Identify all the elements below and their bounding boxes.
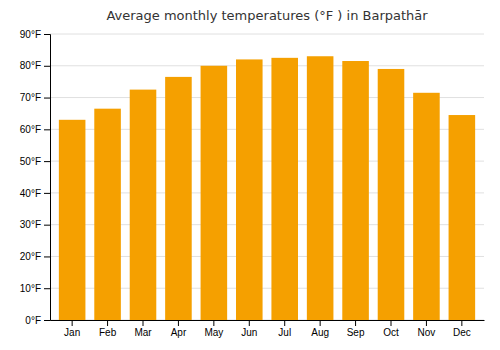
bar — [201, 66, 228, 320]
bar — [94, 109, 121, 320]
tick-label: 20°F — [20, 251, 41, 262]
tick-label: Feb — [99, 327, 117, 338]
tick: Jun — [241, 320, 257, 338]
tick-mark — [391, 320, 392, 326]
tick: 70°F — [20, 92, 50, 103]
tick-mark — [44, 34, 50, 35]
x-axis: Jan Feb Mar Apr May Jun Jul Aug Sep Oct Nov Dec — [51, 320, 485, 338]
chart-container: 0°F 10°F 20°F 30°F 40°F 50°F 60°F 70°F 80°F 90°F J… — [0, 0, 500, 350]
tick-label: Dec — [453, 327, 471, 338]
tick-mark — [461, 320, 462, 326]
tick-label: 50°F — [20, 156, 41, 167]
tick: 90°F — [20, 29, 50, 40]
bar — [59, 120, 86, 320]
tick-mark — [72, 320, 73, 326]
tick: 20°F — [20, 251, 50, 262]
tick-mark — [44, 66, 50, 67]
tick-mark — [213, 320, 214, 326]
tick: Nov — [418, 320, 436, 338]
bar — [378, 69, 405, 320]
tick-mark — [44, 256, 50, 257]
tick-mark — [355, 320, 356, 326]
tick: Sep — [347, 320, 365, 338]
bar — [449, 115, 476, 320]
grid — [50, 34, 484, 320]
tick: 40°F — [20, 188, 50, 199]
tick-label: Sep — [347, 327, 365, 338]
grid-line — [50, 34, 484, 35]
tick: Oct — [383, 320, 399, 338]
tick-mark — [249, 320, 250, 326]
tick-mark — [284, 320, 285, 326]
tick-label: 40°F — [20, 188, 41, 199]
tick: 60°F — [20, 124, 50, 135]
tick-label: 30°F — [20, 219, 41, 230]
tick-label: Oct — [383, 327, 399, 338]
tick-label: Nov — [418, 327, 436, 338]
tick: Mar — [134, 320, 152, 338]
tick: Feb — [99, 320, 117, 338]
tick-label: Aug — [311, 327, 329, 338]
tick: Aug — [311, 320, 329, 338]
tick-label: 0°F — [25, 315, 41, 326]
tick: 10°F — [20, 283, 50, 294]
bar — [236, 59, 263, 320]
tick-label: 60°F — [20, 124, 41, 135]
tick-mark — [178, 320, 179, 326]
tick: 80°F — [20, 60, 50, 71]
tick: Jan — [64, 320, 80, 338]
tick: 50°F — [20, 156, 50, 167]
plot: 0°F 10°F 20°F 30°F 40°F 50°F 60°F 70°F 80°F 90°F J… — [20, 29, 485, 338]
axis-line — [51, 320, 485, 321]
axis-line — [44, 35, 51, 321]
bar — [307, 56, 334, 320]
tick: Dec — [453, 320, 471, 338]
tick-mark — [44, 288, 50, 289]
bar — [413, 93, 440, 320]
tick-mark — [44, 98, 50, 99]
chart: 0°F 10°F 20°F 30°F 40°F 50°F 60°F 70°F 80°F 90°F J… — [0, 0, 500, 350]
bar — [271, 58, 298, 320]
bar — [165, 77, 192, 320]
y-axis: 0°F 10°F 20°F 30°F 40°F 50°F 60°F 70°F 80°F 90°F — [20, 29, 51, 326]
tick-label: 10°F — [20, 283, 41, 294]
tick-mark — [44, 161, 50, 162]
tick-mark — [44, 129, 50, 130]
tick: 0°F — [25, 315, 50, 326]
tick: Jul — [278, 320, 291, 338]
tick-label: Jan — [64, 327, 80, 338]
bar — [342, 61, 369, 320]
tick: Apr — [171, 320, 187, 338]
title: Average monthly temperatures (°F ) in Ba… — [106, 8, 428, 23]
tick: May — [204, 320, 223, 338]
grid-line — [50, 65, 484, 66]
tick-label: Jul — [278, 327, 291, 338]
tick-label: Mar — [134, 327, 152, 338]
tick-mark — [44, 320, 50, 321]
tick-label: Jun — [241, 327, 257, 338]
tick-mark — [320, 320, 321, 326]
tick: 30°F — [20, 219, 50, 230]
tick-label: 80°F — [20, 60, 41, 71]
tick-mark — [44, 225, 50, 226]
tick-label: Apr — [171, 327, 187, 338]
tick-label: May — [204, 327, 223, 338]
tick-mark — [143, 320, 144, 326]
tick-label: 90°F — [20, 29, 41, 40]
tick-mark — [426, 320, 427, 326]
tick-mark — [44, 193, 50, 194]
tick-label: 70°F — [20, 92, 41, 103]
bar — [130, 90, 157, 320]
bars — [59, 56, 475, 320]
tick-mark — [107, 320, 108, 326]
